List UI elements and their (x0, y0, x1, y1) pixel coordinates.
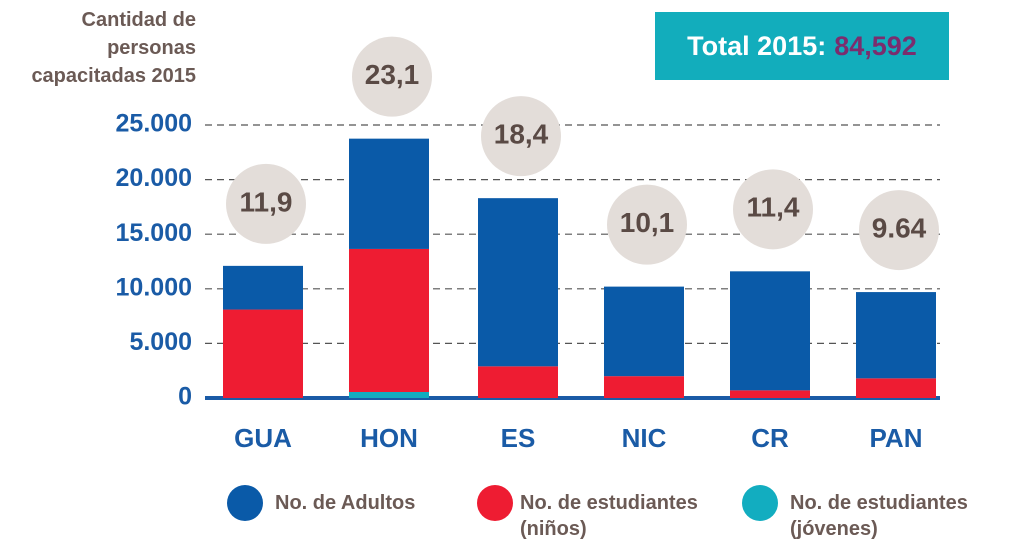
bubble-label: 18,4 (494, 119, 549, 150)
y-title-line: personas (107, 37, 196, 59)
bubble-label: 23,1 (365, 59, 420, 90)
y-tick-label: 20.000 (116, 164, 192, 192)
bar-segment (730, 271, 810, 391)
bubble (352, 36, 432, 117)
legend-swatch (227, 485, 263, 521)
bar-segment (478, 198, 558, 367)
x-tick-label: ES (501, 423, 536, 453)
total-label: Total 2015: (687, 30, 827, 61)
y-axis-title: Cantidad de personas capacitadas 2015 (31, 6, 196, 90)
bar-segment (223, 265, 303, 310)
legend-swatch (742, 485, 778, 521)
bar-segment (730, 390, 810, 398)
x-tick-label: NIC (622, 423, 667, 453)
y-tick-label: 15.000 (116, 219, 192, 247)
y-tick-label: 10.000 (116, 273, 192, 301)
bubble (859, 190, 939, 271)
x-tick-label: HON (360, 423, 418, 453)
y-tick-label: 0 (178, 383, 192, 411)
bar-segment (856, 292, 936, 379)
bar-segment (478, 366, 558, 398)
y-title-line: capacitadas 2015 (31, 65, 196, 87)
x-tick-label: GUA (234, 423, 292, 453)
x-tick-label: CR (751, 423, 789, 453)
bar-segment (604, 286, 684, 377)
bar-segment (349, 138, 429, 249)
y-tick-label: 25.000 (116, 110, 192, 138)
y-title-line: Cantidad de (81, 9, 196, 31)
bubble (481, 96, 561, 177)
bubble-label: 10,1 (620, 207, 675, 238)
legend-label: No. de Adultos (275, 492, 416, 514)
bar-segment (349, 391, 429, 398)
bar-segment (223, 309, 303, 398)
bar-segment (856, 378, 936, 398)
total-box: Total 2015: 84,592 (655, 12, 949, 80)
legend-label: No. de estudiantes (jóvenes) (790, 492, 968, 540)
x-tick-label: PAN (870, 423, 923, 453)
bar-segment (604, 376, 684, 398)
bubble (226, 163, 306, 244)
bubble-label: 9.64 (872, 212, 927, 243)
total-value: 84,592 (834, 30, 917, 61)
bubble (733, 169, 813, 250)
legend-label: No. de estudiantes (niños) (520, 492, 698, 540)
bubble-label: 11,4 (747, 192, 800, 223)
bubble (607, 184, 687, 265)
bubble-label: 11,9 (240, 186, 293, 217)
legend-swatch (477, 485, 513, 521)
y-tick-label: 5.000 (129, 328, 192, 356)
bar-segment (349, 248, 429, 392)
